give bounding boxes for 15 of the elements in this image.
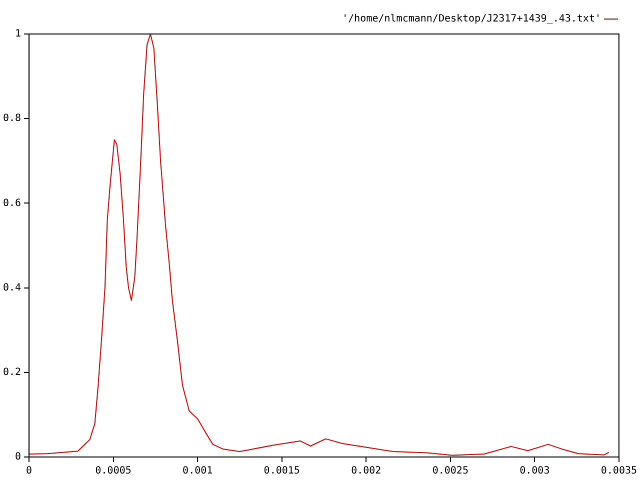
x-tick-label: 0.0025 [432,466,468,477]
x-tick-label: 0.003 [520,466,550,477]
legend-label: '/home/nlmcmann/Desktop/J2317+1439_.43.txt' [342,14,601,25]
x-tick-label: 0 [26,466,32,477]
y-tick-label: 0.2 [3,366,22,378]
y-tick-label: 0.4 [3,282,22,294]
y-tick-label: 0.8 [3,113,22,124]
y-tick-label: 1 [15,28,22,40]
x-tick-label: 0.0035 [600,466,637,477]
x-tick-label: 0.001 [182,466,213,477]
x-tick-label: 0.002 [351,466,382,477]
x-tick-label: 0.0015 [264,466,300,477]
y-tick-label: 0.6 [3,198,22,209]
x-tick-label: 0.0005 [95,466,132,477]
y-tick-label: 0 [15,452,22,463]
